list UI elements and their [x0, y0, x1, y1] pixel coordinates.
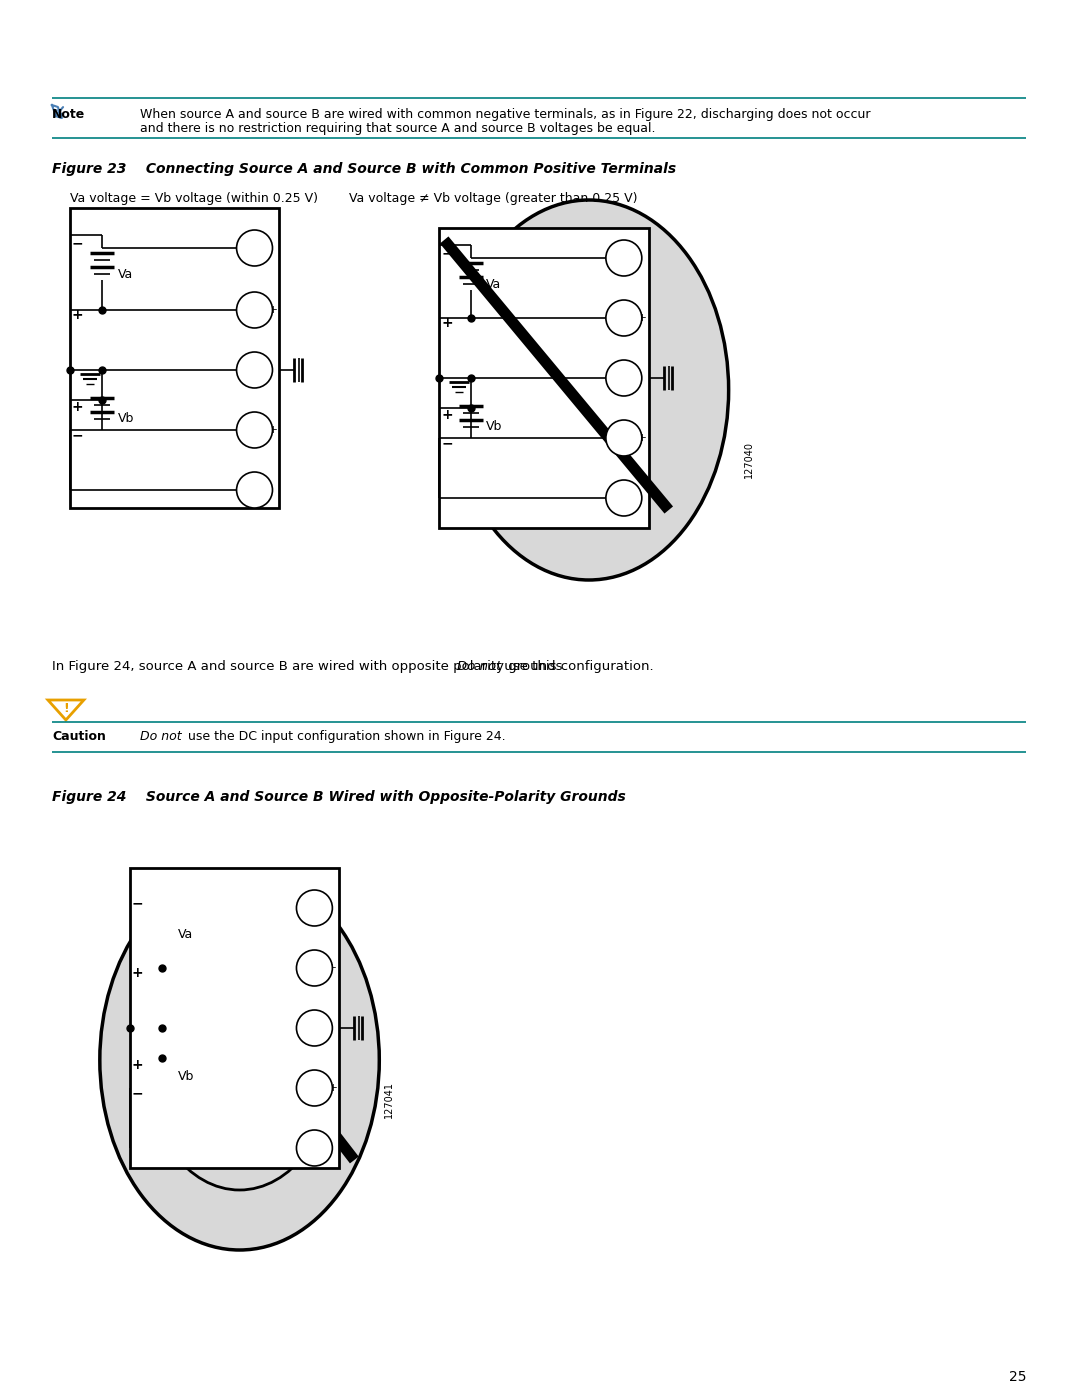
- Circle shape: [606, 360, 642, 395]
- Text: −: −: [132, 895, 144, 909]
- Circle shape: [237, 472, 272, 509]
- Text: B+: B+: [261, 425, 279, 434]
- Text: Vb: Vb: [486, 420, 502, 433]
- Text: use the DC input configuration shown in Figure 24.: use the DC input configuration shown in …: [184, 731, 505, 743]
- Text: +: +: [132, 1058, 144, 1071]
- Text: −: −: [132, 1085, 144, 1099]
- Text: 127040: 127040: [744, 441, 754, 479]
- Bar: [130, 868, 339, 1168]
- Text: A-: A-: [631, 253, 643, 263]
- Text: A+: A+: [261, 305, 279, 314]
- Circle shape: [237, 352, 272, 388]
- Circle shape: [237, 412, 272, 448]
- Text: B-: B-: [322, 1143, 333, 1153]
- Circle shape: [606, 240, 642, 277]
- Text: Figure 23    Connecting Source A and Source B with Common Positive Terminals: Figure 23 Connecting Source A and Source…: [52, 162, 676, 176]
- Circle shape: [296, 1070, 333, 1106]
- Text: Va voltage = Vb voltage (within 0.25 V): Va voltage = Vb voltage (within 0.25 V): [70, 191, 318, 205]
- Bar: [70, 208, 280, 509]
- Text: Va: Va: [178, 928, 193, 942]
- Circle shape: [606, 300, 642, 337]
- Text: When source A and source B are wired with common negative terminals, as in Figur: When source A and source B are wired wit…: [139, 108, 870, 122]
- Circle shape: [296, 1010, 333, 1046]
- Text: use this configuration.: use this configuration.: [500, 659, 653, 673]
- Text: +: +: [442, 316, 453, 330]
- Text: Va: Va: [118, 268, 133, 281]
- Text: and there is no restriction requiring that source A and source B voltages be equ: and there is no restriction requiring th…: [139, 122, 656, 136]
- Ellipse shape: [449, 200, 729, 580]
- Text: B+: B+: [322, 1083, 338, 1092]
- Circle shape: [237, 292, 272, 328]
- Ellipse shape: [99, 870, 379, 1250]
- Text: −: −: [72, 236, 83, 250]
- Text: Vb: Vb: [118, 412, 134, 425]
- Circle shape: [296, 950, 333, 986]
- Text: Caution: Caution: [52, 731, 106, 743]
- Text: A-: A-: [261, 243, 273, 253]
- Text: !: !: [63, 701, 69, 714]
- Text: +: +: [132, 965, 144, 981]
- Bar: [440, 228, 649, 528]
- Text: A+: A+: [631, 313, 648, 323]
- Ellipse shape: [145, 930, 335, 1190]
- Text: Va voltage ≠ Vb voltage (greater than 0.25 V): Va voltage ≠ Vb voltage (greater than 0.…: [349, 191, 638, 205]
- Text: −: −: [442, 246, 453, 260]
- Text: B-: B-: [261, 485, 273, 495]
- Circle shape: [237, 231, 272, 265]
- Circle shape: [296, 1130, 333, 1166]
- Text: Do not: Do not: [457, 659, 501, 673]
- Text: −: −: [442, 436, 453, 450]
- Text: B-: B-: [631, 493, 643, 503]
- Text: Figure 24    Source A and Source B Wired with Opposite-Polarity Grounds: Figure 24 Source A and Source B Wired wi…: [52, 789, 625, 805]
- Text: B+: B+: [631, 433, 648, 443]
- Text: +: +: [442, 408, 453, 422]
- Text: Note: Note: [52, 108, 85, 122]
- Text: −: −: [72, 427, 83, 441]
- Text: Va: Va: [486, 278, 501, 291]
- Text: +: +: [72, 307, 83, 321]
- Text: In Figure 24, source A and source B are wired with opposite polarity grounds.: In Figure 24, source A and source B are …: [52, 659, 570, 673]
- Text: Do not: Do not: [139, 731, 181, 743]
- Text: +: +: [72, 400, 83, 414]
- Text: 25: 25: [1009, 1370, 1026, 1384]
- Circle shape: [606, 420, 642, 455]
- Circle shape: [606, 481, 642, 515]
- Text: Vb: Vb: [178, 1070, 194, 1083]
- Circle shape: [296, 890, 333, 926]
- Text: 127041: 127041: [384, 1081, 394, 1119]
- Text: A+: A+: [322, 963, 338, 972]
- Text: A-: A-: [322, 902, 333, 914]
